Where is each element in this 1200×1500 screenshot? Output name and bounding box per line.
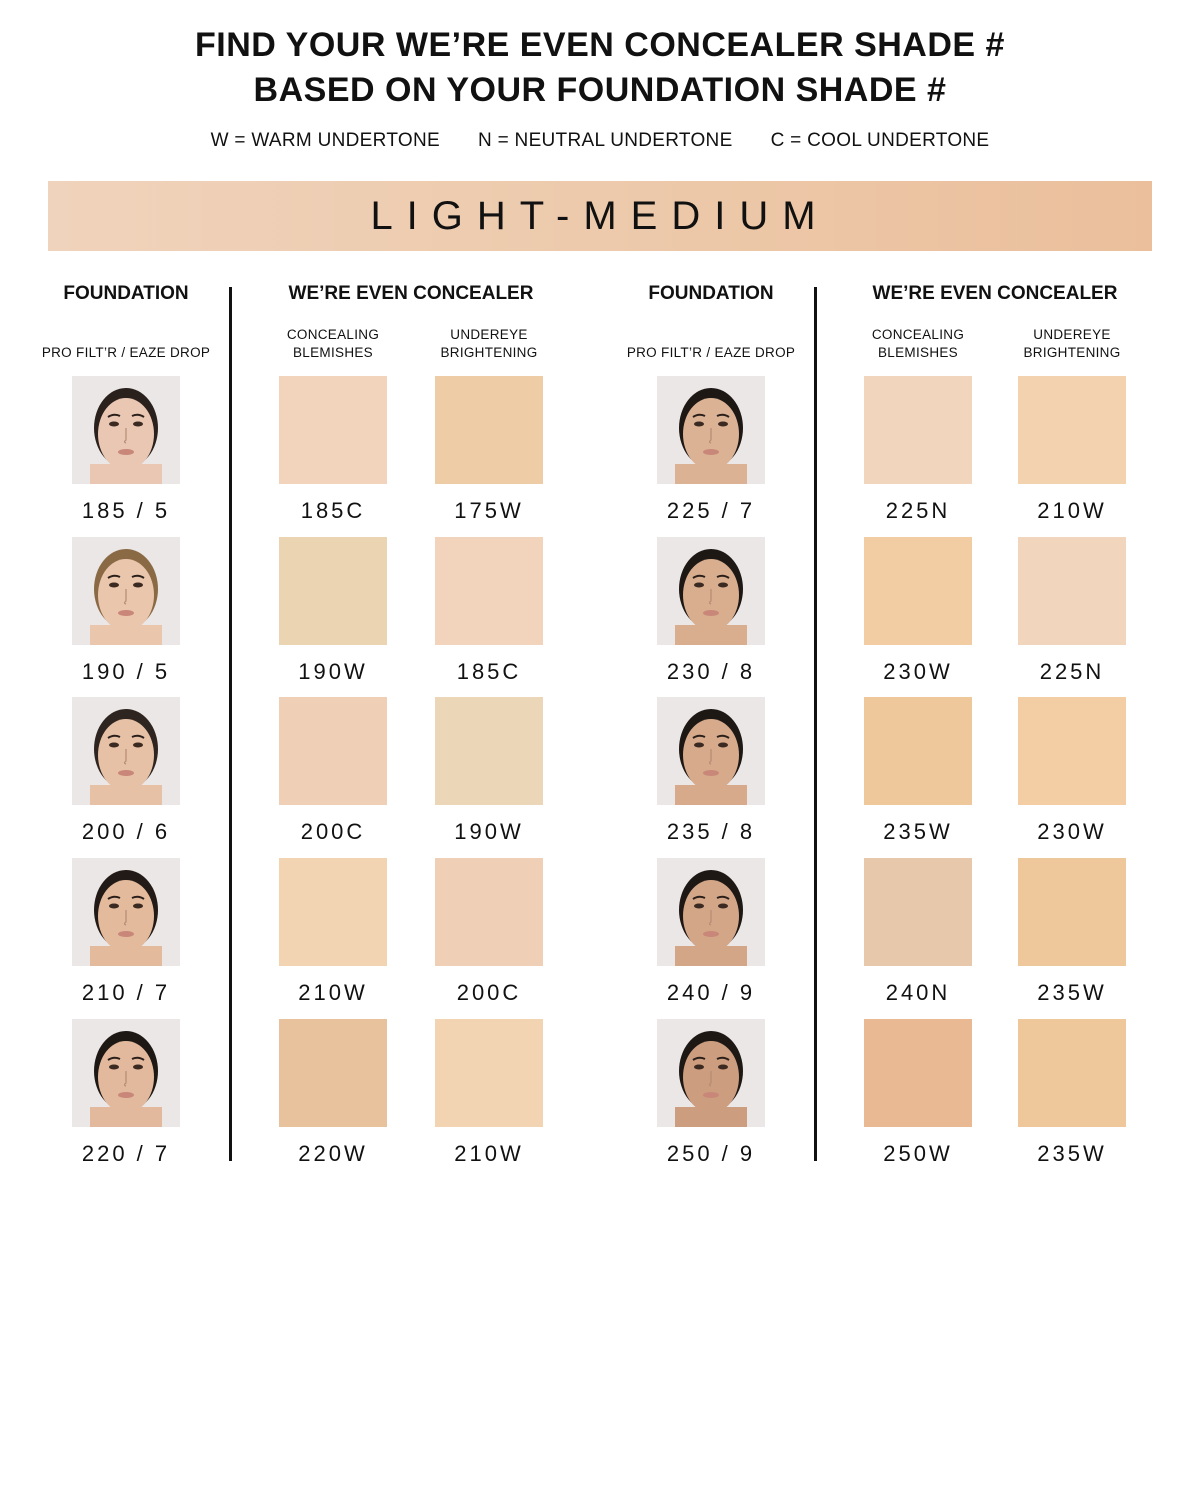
model-face-photo [72, 376, 180, 484]
blemish-swatch [864, 697, 972, 805]
face-icon [675, 388, 747, 484]
blemish-shade-label: 200C [300, 819, 366, 844]
model-face-photo [72, 858, 180, 966]
foundation-header: FOUNDATION [648, 283, 774, 304]
blemish-shade-label: 230W [883, 659, 953, 684]
blemish-shade-label: 185C [300, 498, 366, 523]
undertone-legend: W = WARM UNDERTONE N = NEUTRAL UNDERTONE… [0, 130, 1200, 152]
blemish-subheader-line: BLEMISHES [293, 345, 373, 360]
blemish-subheader-line: CONCEALING [871, 327, 965, 342]
undereye-subheader-line: BRIGHTENING [1023, 345, 1121, 360]
blemish-swatch [279, 376, 387, 484]
blemish-swatch [864, 537, 972, 645]
undereye-swatch [435, 697, 543, 805]
model-face-photo [657, 858, 765, 966]
foundation-header: FOUNDATION [63, 283, 189, 304]
model-face-photo [72, 1019, 180, 1127]
blemish-shade-label: 250W [883, 1141, 953, 1166]
foundation-shade-label: 220 / 7 [81, 1141, 171, 1166]
blemish-shade-label: 190W [298, 659, 368, 684]
blemish-swatch [864, 858, 972, 966]
undereye-swatch [1018, 858, 1126, 966]
undereye-shade-label: 230W [1037, 819, 1107, 844]
title-line-2: BASED ON YOUR FOUNDATION SHADE # [253, 71, 947, 109]
column-divider [229, 287, 232, 1161]
model-face-photo [657, 376, 765, 484]
range-banner: LIGHT-MEDIUM [48, 181, 1152, 251]
blemish-shade-label: 220W [298, 1141, 368, 1166]
undereye-shade-label: 225N [1039, 659, 1105, 684]
legend-warm: W = WARM UNDERTONE [210, 130, 440, 151]
blemish-subheader-line: CONCEALING [286, 327, 380, 342]
blemish-swatch [864, 1019, 972, 1127]
blemish-subheader-line: BLEMISHES [878, 345, 958, 360]
title-line-1: FIND YOUR WE’RE EVEN CONCEALER SHADE # [195, 26, 1005, 64]
undereye-swatch [435, 537, 543, 645]
model-face-photo [657, 697, 765, 805]
blemish-swatch [864, 376, 972, 484]
legend-cool: C = COOL UNDERTONE [770, 130, 990, 151]
foundation-shade-label: 230 / 8 [666, 659, 756, 684]
blemish-swatch [279, 537, 387, 645]
model-face-photo [657, 537, 765, 645]
foundation-shade-label: 250 / 9 [666, 1141, 756, 1166]
face-icon [675, 870, 747, 966]
undereye-swatch [435, 1019, 543, 1127]
undereye-swatch [1018, 1019, 1126, 1127]
undereye-subheader-line: UNDEREYE [1033, 327, 1111, 342]
foundation-shade-label: 235 / 8 [666, 819, 756, 844]
blemish-swatch [279, 697, 387, 805]
blemish-shade-label: 235W [883, 819, 953, 844]
foundation-shade-label: 190 / 5 [81, 659, 171, 684]
model-face-photo [72, 537, 180, 645]
face-icon [90, 388, 162, 484]
face-icon [90, 709, 162, 805]
face-icon [90, 870, 162, 966]
column-divider [814, 287, 817, 1161]
concealer-header: WE’RE EVEN CONCEALER [288, 283, 534, 304]
model-face-photo [72, 697, 180, 805]
concealer-header: WE’RE EVEN CONCEALER [872, 283, 1118, 304]
face-icon [675, 709, 747, 805]
blemish-subheader: CONCEALING BLEMISHES [828, 326, 1008, 362]
blemish-shade-label: 240N [885, 980, 951, 1005]
undereye-shade-label: 175W [454, 498, 524, 523]
undereye-swatch [435, 376, 543, 484]
undereye-swatch [1018, 537, 1126, 645]
foundation-shade-label: 210 / 7 [81, 980, 171, 1005]
legend-neutral: N = NEUTRAL UNDERTONE [477, 130, 733, 151]
undereye-swatch [1018, 376, 1126, 484]
undereye-shade-label: 200C [456, 980, 522, 1005]
undereye-shade-label: 185C [456, 659, 522, 684]
foundation-shade-label: 185 / 5 [81, 498, 171, 523]
undereye-shade-label: 190W [454, 819, 524, 844]
face-icon [90, 1031, 162, 1127]
undereye-shade-label: 210W [1037, 498, 1107, 523]
blemish-swatch [279, 858, 387, 966]
face-icon [675, 1031, 747, 1127]
undereye-subheader: UNDEREYE BRIGHTENING [399, 326, 579, 362]
foundation-shade-label: 240 / 9 [666, 980, 756, 1005]
blemish-subheader: CONCEALING BLEMISHES [243, 326, 423, 362]
undereye-swatch [1018, 697, 1126, 805]
foundation-shade-label: 225 / 7 [666, 498, 756, 523]
undereye-subheader: UNDEREYE BRIGHTENING [982, 326, 1162, 362]
foundation-subheader: PRO FILT’R / EAZE DROP [41, 345, 211, 360]
model-face-photo [657, 1019, 765, 1127]
blemish-shade-label: 210W [298, 980, 368, 1005]
undereye-shade-label: 235W [1037, 980, 1107, 1005]
blemish-swatch [279, 1019, 387, 1127]
foundation-shade-label: 200 / 6 [81, 819, 171, 844]
undereye-subheader-line: BRIGHTENING [440, 345, 538, 360]
blemish-shade-label: 225N [885, 498, 951, 523]
foundation-subheader: PRO FILT’R / EAZE DROP [626, 345, 796, 360]
face-icon [90, 549, 162, 645]
undereye-swatch [435, 858, 543, 966]
undereye-shade-label: 235W [1037, 1141, 1107, 1166]
face-icon [675, 549, 747, 645]
undereye-subheader-line: UNDEREYE [450, 327, 528, 342]
undereye-shade-label: 210W [454, 1141, 524, 1166]
